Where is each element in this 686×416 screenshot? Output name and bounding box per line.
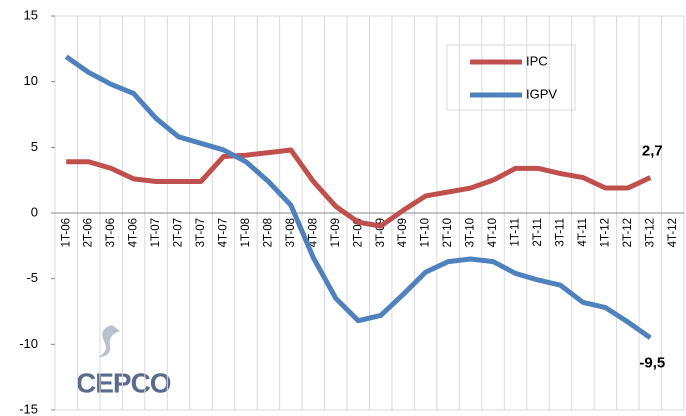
value-label: -9,5 (639, 355, 665, 372)
x-tick-label: 1T-12 (599, 218, 611, 247)
x-tick-label: 3T-11 (554, 218, 566, 247)
x-tick-label: 3T-12 (644, 218, 656, 247)
x-tick-label: 4T-10 (487, 218, 499, 247)
x-tick-label: 4T-12 (667, 218, 679, 247)
x-tick-label: 2T-07 (173, 218, 185, 247)
y-tick-label: 0 (31, 204, 38, 219)
x-tick-label: 4T-09 (397, 218, 409, 247)
logo-icon (98, 325, 120, 357)
legend-label: IGPV (526, 86, 557, 101)
y-tick-label: 5 (31, 139, 38, 154)
x-tick-label: 1T-10 (420, 218, 432, 247)
x-tick-label: 2T-09 (352, 218, 364, 247)
series-line (64, 54, 652, 340)
value-label: 2,7 (642, 143, 663, 160)
x-tick-label: 2T-11 (532, 218, 544, 247)
x-tick-label: 3T-10 (465, 218, 477, 247)
y-tick-label: 15 (24, 7, 38, 22)
x-tick-label: 1T-08 (240, 218, 252, 247)
x-tick-label: 2T-08 (262, 218, 274, 247)
y-tick-label: -10 (19, 336, 38, 351)
x-tick-label: 1T-11 (510, 218, 522, 247)
x-tick-label: 4T-11 (577, 218, 589, 247)
x-tick-label: 2T-12 (622, 218, 634, 247)
x-tick-label: 1T-09 (330, 218, 342, 247)
y-tick-label: -5 (26, 270, 38, 285)
logo-text: CEPCO (76, 367, 171, 398)
y-tick-label: -15 (19, 401, 38, 416)
x-tick-label: 1T-06 (60, 218, 72, 247)
x-tick-label: 2T-06 (83, 218, 95, 247)
x-tick-label: 4T-07 (218, 218, 230, 247)
x-tick-label: 1T-07 (150, 218, 162, 247)
legend-label: IPC (526, 53, 548, 68)
x-tick-label: 3T-08 (285, 218, 297, 247)
series-line (66, 147, 652, 229)
x-tick-label: 2T-10 (442, 218, 454, 247)
x-tick-label: 3T-07 (195, 218, 207, 247)
logo: CEPCO (76, 325, 172, 398)
x-tick-label: 3T-06 (105, 218, 117, 247)
legend-box (446, 44, 576, 111)
x-tick-label: 4T-06 (128, 218, 140, 247)
x-tick-label: 4T-08 (307, 218, 319, 247)
y-tick-label: 10 (24, 73, 38, 88)
